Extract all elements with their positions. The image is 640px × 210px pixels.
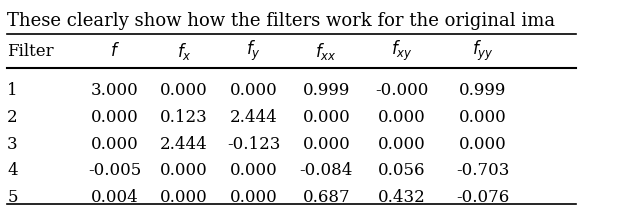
Text: 0.000: 0.000 <box>378 109 426 126</box>
Text: 2.444: 2.444 <box>160 136 208 153</box>
Text: -0.076: -0.076 <box>456 189 509 206</box>
Text: 0.000: 0.000 <box>91 109 138 126</box>
Text: -0.084: -0.084 <box>300 163 353 180</box>
Text: 0.000: 0.000 <box>230 189 278 206</box>
Text: 0.000: 0.000 <box>160 189 208 206</box>
Text: -0.000: -0.000 <box>375 82 428 99</box>
Text: 0.000: 0.000 <box>459 136 507 153</box>
Text: 3.000: 3.000 <box>91 82 138 99</box>
Text: 0.056: 0.056 <box>378 163 426 180</box>
Text: 2: 2 <box>7 109 18 126</box>
Text: $f_{yy}$: $f_{yy}$ <box>472 39 494 63</box>
Text: 3: 3 <box>7 136 18 153</box>
Text: $f_x$: $f_x$ <box>177 41 191 62</box>
Text: -0.005: -0.005 <box>88 163 141 180</box>
Text: $f_y$: $f_y$ <box>246 39 261 63</box>
Text: 0.999: 0.999 <box>460 82 507 99</box>
Text: 2.444: 2.444 <box>230 109 278 126</box>
Text: 0.687: 0.687 <box>303 189 350 206</box>
Text: 0.123: 0.123 <box>160 109 208 126</box>
Text: 0.999: 0.999 <box>303 82 350 99</box>
Text: 0.004: 0.004 <box>91 189 138 206</box>
Text: 0.000: 0.000 <box>230 82 278 99</box>
Text: 0.000: 0.000 <box>302 136 350 153</box>
Text: 0.000: 0.000 <box>302 109 350 126</box>
Text: Filter: Filter <box>7 42 54 59</box>
Text: These clearly show how the filters work for the original ima: These clearly show how the filters work … <box>7 12 556 30</box>
Text: -0.703: -0.703 <box>456 163 509 180</box>
Text: -0.123: -0.123 <box>227 136 280 153</box>
Text: $f_{xy}$: $f_{xy}$ <box>391 39 413 63</box>
Text: 0.000: 0.000 <box>160 163 208 180</box>
Text: 0.000: 0.000 <box>91 136 138 153</box>
Text: 0.000: 0.000 <box>459 109 507 126</box>
Text: $f_{xx}$: $f_{xx}$ <box>316 41 337 62</box>
Text: $f$: $f$ <box>109 42 120 60</box>
Text: 0.432: 0.432 <box>378 189 426 206</box>
Text: 0.000: 0.000 <box>160 82 208 99</box>
Text: 5: 5 <box>7 189 18 206</box>
Text: 4: 4 <box>7 163 18 180</box>
Text: 1: 1 <box>7 82 18 99</box>
Text: 0.000: 0.000 <box>230 163 278 180</box>
Text: 0.000: 0.000 <box>378 136 426 153</box>
